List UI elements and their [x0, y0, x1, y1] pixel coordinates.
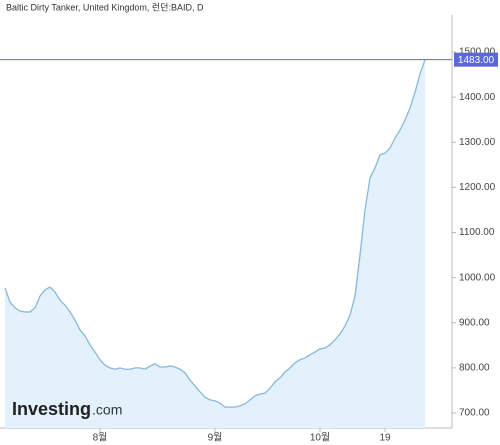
x-tick-label: 10월 — [310, 432, 330, 444]
y-tick-label: 1500.00 — [459, 47, 496, 58]
last-value-label: 1483.00 — [458, 55, 495, 66]
last-value-box — [454, 52, 498, 67]
y-tick-label: 1000.00 — [459, 272, 496, 283]
watermark: Investing — [12, 399, 91, 419]
area — [5, 59, 425, 428]
line — [4, 59, 426, 408]
y-tick-label: 700.00 — [459, 408, 490, 419]
x-tick-label: 19 — [379, 433, 391, 444]
y-tick-label: 1400.00 — [459, 92, 496, 103]
x-tick-label: 9월 — [208, 432, 223, 444]
y-tick-label: 800.00 — [459, 363, 490, 374]
y-tick-label: 1100.00 — [459, 227, 495, 238]
chart-title: Baltic Dirty Tanker, United Kingdom, 런던:… — [6, 2, 204, 12]
y-tick-label: 1300.00 — [459, 137, 496, 148]
x-tick-label: 8월 — [93, 432, 108, 444]
watermark-suffix: .com — [92, 402, 122, 418]
y-tick-label: 1200.00 — [459, 182, 496, 193]
y-tick-label: 900.00 — [459, 317, 490, 328]
